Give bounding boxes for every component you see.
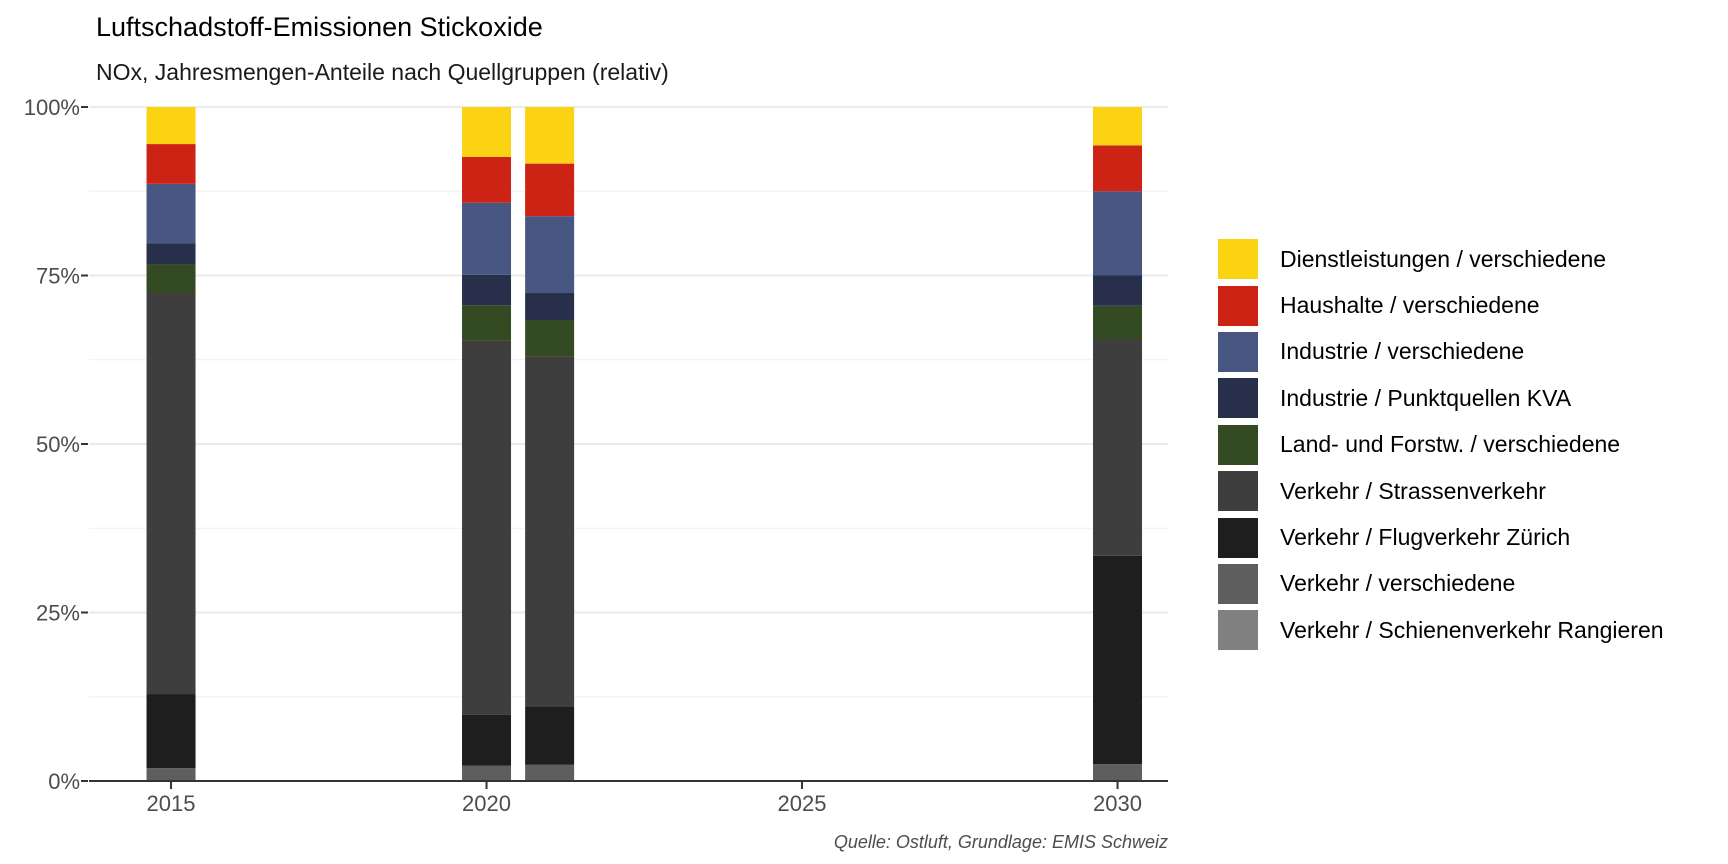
legend-label: Verkehr / Schienenverkehr Rangieren	[1280, 616, 1664, 643]
legend-item: Land- und Forstw. / verschiedene	[1218, 422, 1664, 468]
bar-segment	[525, 107, 575, 164]
bar-segment	[462, 156, 512, 203]
bar-segment	[525, 293, 575, 320]
bar-segment	[1093, 555, 1143, 765]
y-tick-label: 0%	[48, 769, 80, 794]
bar-segment	[1093, 305, 1143, 340]
bar-segment	[462, 714, 512, 766]
y-tick-label: 100%	[24, 95, 80, 120]
bar-segment	[146, 107, 196, 145]
legend-swatch	[1218, 285, 1258, 326]
bar-segment	[1093, 339, 1143, 556]
legend-item: Verkehr / verschiedene	[1218, 561, 1664, 607]
bar-segment	[146, 183, 196, 244]
legend-item: Verkehr / Flugverkehr Zürich	[1218, 514, 1664, 560]
legend-item: Verkehr / Schienenverkehr Rangieren	[1218, 607, 1664, 653]
bar-segment	[462, 305, 512, 341]
bar-segment	[525, 163, 575, 217]
legend-label: Haushalte / verschiedene	[1280, 292, 1540, 319]
y-tick-label: 50%	[36, 432, 80, 457]
legend-item: Verkehr / Strassenverkehr	[1218, 468, 1664, 514]
bar-segment	[1093, 275, 1143, 306]
legend-label: Verkehr / verschiedene	[1280, 570, 1516, 597]
bar-segment	[146, 264, 196, 294]
legend-label: Verkehr / Flugverkehr Zürich	[1280, 524, 1571, 551]
bar-segment	[462, 274, 512, 306]
legend: Dienstleistungen / verschiedene Haushalte…	[1218, 236, 1664, 654]
bar-segment	[146, 768, 196, 781]
bar-segment	[1093, 107, 1143, 146]
bar-segment	[462, 107, 512, 157]
x-tick-label: 2020	[462, 791, 511, 816]
bar-segment	[462, 765, 512, 781]
chart-title: Luftschadstoff-Emissionen Stickoxide	[96, 12, 543, 42]
legend-item: Industrie / Punktquellen KVA	[1218, 375, 1664, 421]
bar-segment	[462, 202, 512, 275]
legend-swatch	[1218, 610, 1258, 651]
bar-segment	[146, 144, 196, 184]
bar-segment	[1093, 145, 1143, 192]
legend-swatch	[1218, 471, 1258, 512]
legend-swatch	[1218, 239, 1258, 280]
x-tick-label: 2015	[147, 791, 196, 816]
legend-label: Verkehr / Strassenverkehr	[1280, 477, 1546, 504]
x-tick-label: 2025	[778, 791, 827, 816]
bar-segment	[525, 706, 575, 765]
legend-label: Industrie / verschiedene	[1280, 338, 1525, 365]
legend-swatch	[1218, 331, 1258, 372]
y-tick-label: 75%	[36, 264, 80, 289]
x-tick-label: 2030	[1093, 791, 1142, 816]
bar-segment	[146, 243, 196, 265]
bar-segment	[146, 293, 196, 695]
bar-segment	[146, 694, 196, 769]
y-tick-label: 25%	[36, 601, 80, 626]
legend-item: Dienstleistungen / verschiedene	[1218, 236, 1664, 282]
source-caption: Quelle: Ostluft, Grundlage: EMIS Schweiz	[833, 832, 1168, 852]
legend-item: Industrie / verschiedene	[1218, 329, 1664, 375]
legend-swatch	[1218, 563, 1258, 604]
legend-swatch	[1218, 378, 1258, 419]
legend-swatch	[1218, 424, 1258, 465]
legend-label: Land- und Forstw. / verschiedene	[1280, 431, 1621, 458]
bar-segment	[525, 764, 575, 781]
chart-subtitle: NOx, Jahresmengen-Anteile nach Quellgrup…	[96, 59, 669, 85]
bar-segment	[525, 356, 575, 707]
bar-segment	[1093, 764, 1143, 781]
legend-label: Industrie / Punktquellen KVA	[1280, 384, 1572, 411]
bar-segment	[525, 216, 575, 294]
bar-segment	[462, 340, 512, 715]
legend-item: Haushalte / verschiedene	[1218, 282, 1664, 328]
legend-swatch	[1218, 517, 1258, 558]
bar-segment	[1093, 191, 1143, 276]
bar-segment	[525, 319, 575, 357]
legend-label: Dienstleistungen / verschiedene	[1280, 245, 1607, 272]
